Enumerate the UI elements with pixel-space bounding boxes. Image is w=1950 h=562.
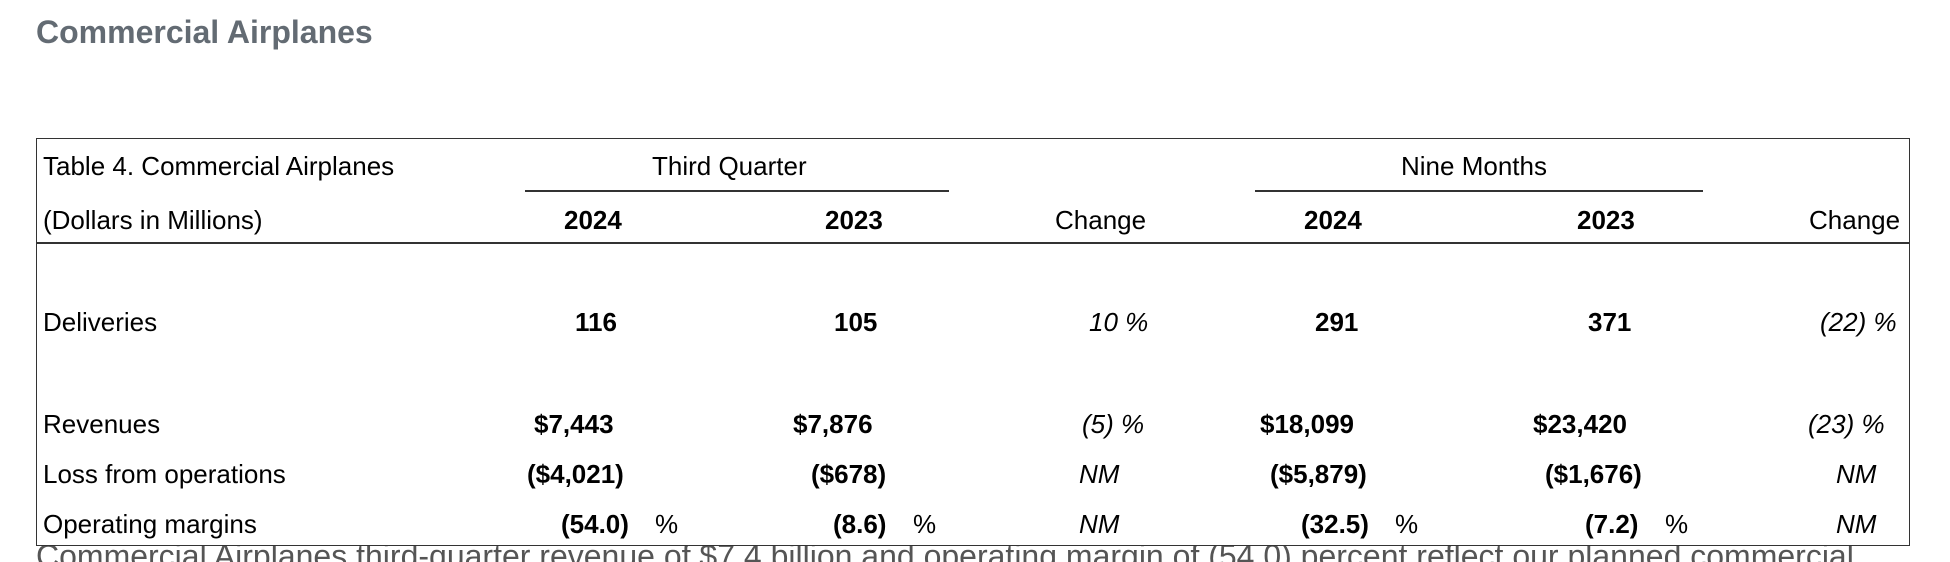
nchange-value: (23) % [1808, 409, 1885, 439]
q2023-value: $7,876 [793, 409, 873, 439]
q2024-value: $7,443 [534, 409, 614, 439]
group-nine-months: Nine Months [1401, 151, 1547, 181]
financial-table: Table 4. Commercial Airplanes (Dollars i… [36, 138, 1910, 546]
n2023-value: 371 [1588, 307, 1632, 337]
table-caption: Table 4. Commercial Airplanes [43, 151, 395, 181]
nchange-value: NM [1836, 509, 1877, 539]
row-label: Revenues [43, 409, 161, 439]
row-label: Loss from operations [43, 459, 286, 489]
row-label: Deliveries [43, 307, 158, 337]
col-n-2023: 2023 [1577, 205, 1635, 235]
n2024-value: (32.5) [1301, 509, 1369, 539]
qchange-value: 10 % [1089, 307, 1149, 337]
qchange-value: NM [1079, 459, 1120, 489]
n2023-value: (7.2) [1585, 509, 1639, 539]
cutoff-paragraph-text: Commercial Airplanes third-quarter reven… [36, 546, 1854, 562]
n2023-value: ($1,676) [1545, 459, 1642, 489]
qchange-value: (5) % [1082, 409, 1145, 439]
nchange-value: NM [1836, 459, 1877, 489]
row-label: Operating margins [43, 509, 257, 539]
n2024-value: 291 [1315, 307, 1359, 337]
n2024-value: $18,099 [1260, 409, 1354, 439]
q2024-value: 116 [575, 307, 617, 337]
n2024-value: ($5,879) [1270, 459, 1367, 489]
percent-sign: % [655, 509, 679, 539]
q2024-value: (54.0) [561, 509, 629, 539]
page-title: Commercial Airplanes [36, 14, 373, 50]
q2023-value: ($678) [811, 459, 887, 489]
group-third-quarter: Third Quarter [652, 151, 807, 181]
q2023-value: 105 [834, 307, 878, 337]
col-n-2024: 2024 [1304, 205, 1362, 235]
header-divider [37, 242, 1909, 244]
percent-sign: % [1665, 509, 1689, 539]
n2023-value: $23,420 [1533, 409, 1627, 439]
col-n-change: Change [1809, 205, 1901, 235]
q2024-value: ($4,021) [527, 459, 624, 489]
col-q-2023: 2023 [825, 205, 883, 235]
col-q-change: Change [1055, 205, 1147, 235]
third-quarter-underline [525, 190, 949, 192]
percent-sign: % [1395, 509, 1419, 539]
nine-months-underline [1255, 190, 1703, 192]
qchange-value: NM [1079, 509, 1120, 539]
q2023-value: (8.6) [833, 509, 887, 539]
nchange-value: (22) % [1820, 307, 1897, 337]
table-units: (Dollars in Millions) [43, 205, 263, 235]
cutoff-paragraph: Commercial Airplanes third-quarter reven… [36, 546, 1950, 562]
col-q-2024: 2024 [564, 205, 622, 235]
percent-sign: % [913, 509, 937, 539]
